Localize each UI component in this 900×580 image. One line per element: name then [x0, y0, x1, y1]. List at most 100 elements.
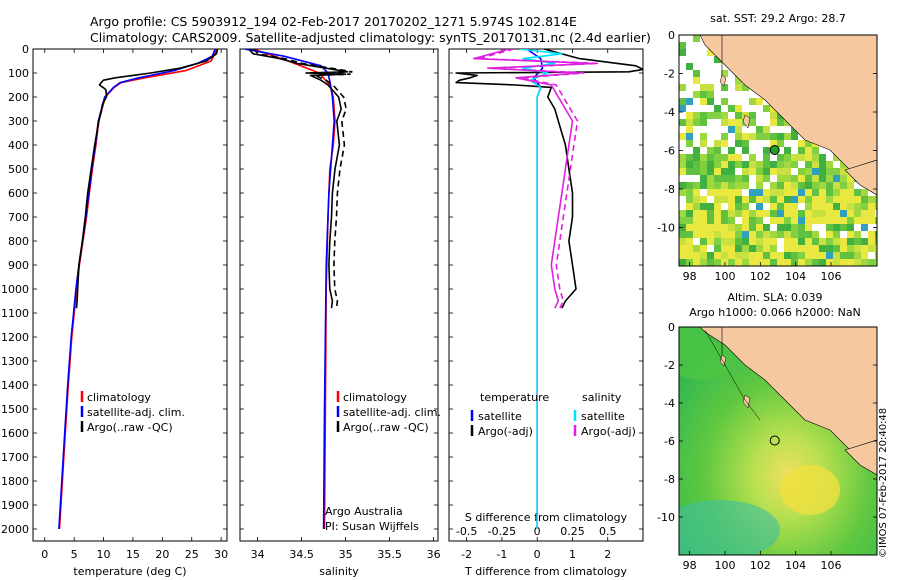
sst-cell: [805, 182, 812, 189]
sst-cell: [707, 210, 714, 217]
sst-cell: [791, 203, 798, 210]
sst-cell: [868, 217, 875, 224]
y-tick-label: 0: [22, 43, 29, 56]
sst-cell: [847, 196, 854, 203]
sst-cell: [770, 217, 777, 224]
sst-cell: [798, 196, 805, 203]
sst-cell: [784, 203, 791, 210]
sst-cell: [728, 231, 735, 238]
sst-cell: [679, 154, 686, 161]
sst-cell: [700, 252, 707, 259]
sst-cell: [679, 49, 686, 56]
sst-cell: [749, 231, 756, 238]
sst-cell: [861, 196, 868, 203]
sst-cell: [735, 161, 742, 168]
sst-cell: [749, 259, 756, 266]
sst-cell: [679, 168, 686, 175]
sst-cell: [679, 84, 686, 91]
sst-cell: [833, 154, 840, 161]
map-y-tick-label: -8: [664, 473, 675, 486]
x-tick-label: 36: [427, 548, 441, 561]
series-group: [58, 49, 219, 530]
sst-cell: [721, 140, 728, 147]
sst-cell: [791, 252, 798, 259]
legend-label: satellite-adj. clim.: [87, 406, 185, 419]
sst-cell: [700, 238, 707, 245]
sst-cell: [728, 224, 735, 231]
sst-cell: [791, 189, 798, 196]
sst-cell: [763, 231, 770, 238]
plot-frame: [448, 48, 644, 542]
sst-cell: [742, 175, 749, 182]
sst-cell: [798, 217, 805, 224]
sst-cell: [728, 203, 735, 210]
sst-cell: [763, 224, 770, 231]
sst-cell: [735, 175, 742, 182]
sst-cell: [763, 161, 770, 168]
sst-cell: [756, 224, 763, 231]
sst-cell: [742, 245, 749, 252]
imos-watermark: ©IMOS 07-Feb-2017 20:40:48: [878, 407, 889, 558]
sst-cell: [805, 196, 812, 203]
sst-cell: [679, 98, 686, 105]
sst-cell: [714, 175, 721, 182]
sst-cell: [784, 252, 791, 259]
sst-cell: [714, 203, 721, 210]
sst-cell: [749, 168, 756, 175]
sst-cell: [700, 245, 707, 252]
sst-cell: [854, 196, 861, 203]
sst-cell: [861, 189, 868, 196]
sst-cell: [742, 161, 749, 168]
sst-cell: [700, 217, 707, 224]
sst-cell: [756, 259, 763, 266]
sst-cell: [875, 245, 877, 252]
sst-cell: [784, 217, 791, 224]
sst-cell: [707, 84, 714, 91]
sst-cell: [693, 161, 700, 168]
sst-cell: [714, 147, 721, 154]
sst-cell: [805, 161, 812, 168]
temperature-panel: 0100200300400500600700800900100011001200…: [1, 43, 228, 578]
sst-cell: [756, 168, 763, 175]
x-tick-label-s: 0.5: [599, 525, 617, 538]
sst-cell: [875, 238, 877, 245]
sst-title: sat. SST: 29.2 Argo: 28.7: [710, 12, 846, 25]
sst-cell: [714, 217, 721, 224]
sst-cell: [700, 154, 707, 161]
sst-cell: [805, 147, 812, 154]
sst-cell: [798, 238, 805, 245]
sst-cell: [679, 42, 686, 49]
sst-cell: [805, 259, 812, 266]
sst-cell: [700, 175, 707, 182]
sst-cell: [826, 168, 833, 175]
sst-cell: [700, 140, 707, 147]
sst-cell: [784, 210, 791, 217]
sst-cell: [756, 210, 763, 217]
sst-cell: [721, 175, 728, 182]
sst-cell: [861, 217, 868, 224]
sst-cell: [686, 203, 693, 210]
sst-cell: [707, 203, 714, 210]
sst-cell: [686, 238, 693, 245]
sst-cell: [826, 252, 833, 259]
sst-cell: [700, 259, 707, 266]
sst-cell: [749, 112, 756, 119]
sst-cell: [847, 231, 854, 238]
sst-cell: [847, 224, 854, 231]
map-x-tick-label: 102: [750, 270, 771, 283]
sst-cell: [819, 252, 826, 259]
sst-cell: [707, 224, 714, 231]
y-tick-label: 1900: [1, 499, 29, 512]
sst-cell: [847, 245, 854, 252]
sst-cell: [819, 175, 826, 182]
sst-cell: [679, 252, 686, 259]
sst-cell: [805, 210, 812, 217]
sst-cell: [798, 175, 805, 182]
sst-cell: [686, 133, 693, 140]
sst-cell: [805, 245, 812, 252]
sst-cell: [777, 203, 784, 210]
sst-cell: [833, 196, 840, 203]
sst-cell: [777, 140, 784, 147]
sst-cell: [728, 147, 735, 154]
sst-cell: [742, 217, 749, 224]
